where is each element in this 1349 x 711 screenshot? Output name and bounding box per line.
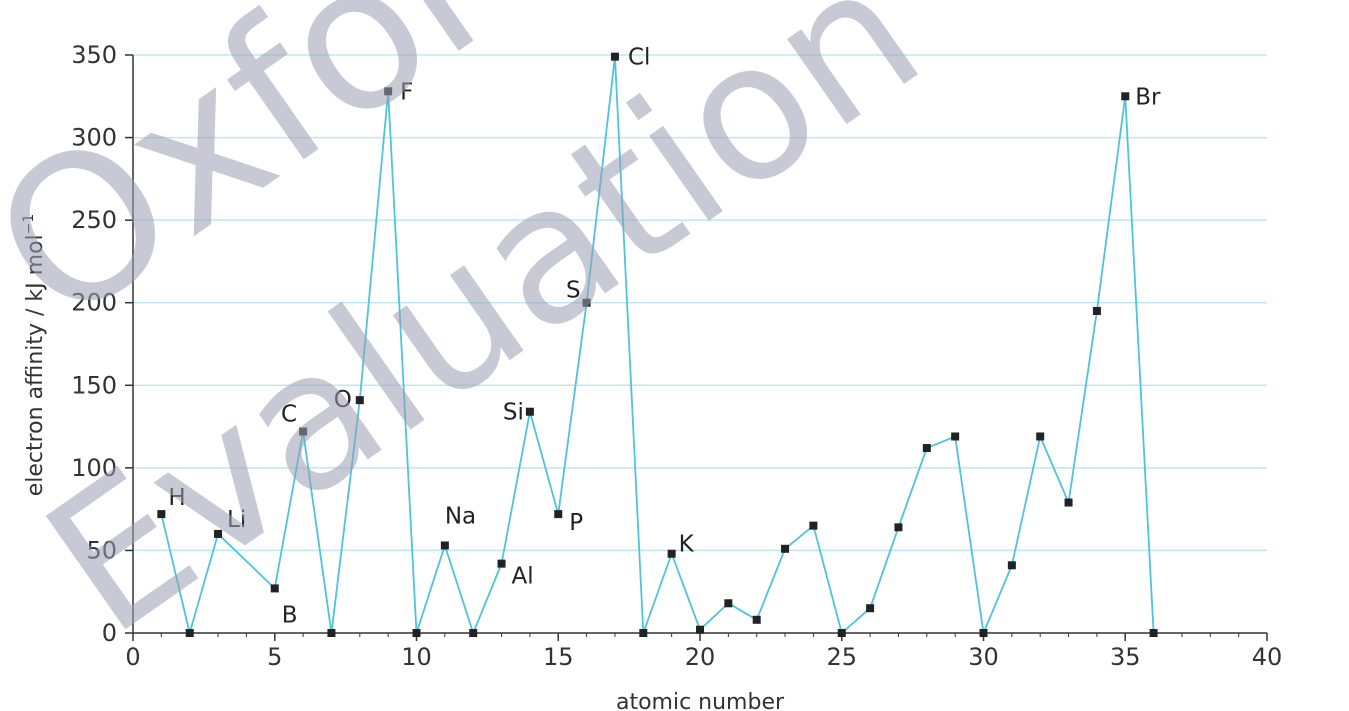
y-tick-label-350: 350 <box>71 41 117 69</box>
data-point-36 <box>1149 629 1158 637</box>
x-axis-title: atomic number <box>616 690 785 711</box>
x-tick-label-25: 25 <box>826 643 857 671</box>
tick-labels: 0 5 10 15 20 25 30 35 40 0 50 100 150 200 250 300 350 <box>71 41 1282 671</box>
data-point-27 <box>894 523 903 532</box>
data-point-31 <box>1007 561 1016 570</box>
data-point-14 <box>525 407 534 416</box>
y-axis-title-main: electron affinity / kJ mol <box>23 234 48 496</box>
data-point-24 <box>809 521 818 530</box>
x-tick-label-20: 20 <box>685 643 716 671</box>
element-label-b: B <box>282 602 298 628</box>
element-label-h: H <box>168 485 185 511</box>
y-axis-title: electron affinity / kJ mol−1 <box>21 214 48 497</box>
element-label-cl: Cl <box>628 45 650 71</box>
data-point-23 <box>781 544 790 553</box>
element-label-c: C <box>281 402 297 428</box>
element-label-f: F <box>400 79 413 105</box>
x-tick-label-40: 40 <box>1252 643 1283 671</box>
data-point-15 <box>554 510 563 519</box>
data-point-17 <box>610 52 619 61</box>
data-point-5 <box>270 584 279 593</box>
element-label-o: O <box>334 387 352 413</box>
y-tick-label-100: 100 <box>71 454 117 482</box>
gridlines <box>133 54 1267 552</box>
data-point-33 <box>1064 498 1073 507</box>
data-point-6 <box>299 427 308 436</box>
data-point-10 <box>412 629 421 637</box>
x-tick-label-30: 30 <box>968 643 999 671</box>
data-point-2 <box>185 629 194 637</box>
element-label-si: Si <box>503 400 524 426</box>
element-labels: H Li B C O F Na Al Si P S Cl K Br <box>168 45 1161 629</box>
data-point-34 <box>1092 306 1101 315</box>
data-point-22 <box>752 615 761 624</box>
element-label-br: Br <box>1135 84 1161 110</box>
element-label-li: Li <box>227 507 246 533</box>
data-point-11 <box>440 541 449 550</box>
x-tick-label-10: 10 <box>401 643 432 671</box>
data-point-25 <box>837 629 846 637</box>
data-point-35 <box>1121 92 1130 101</box>
data-point-30 <box>979 629 988 637</box>
watermark: Oxford Evaluation <box>0 0 957 677</box>
element-label-na: Na <box>445 503 476 529</box>
data-point-3 <box>214 529 223 538</box>
data-point-12 <box>469 629 478 637</box>
y-tick-label-150: 150 <box>71 371 117 399</box>
data-markers <box>157 52 1158 637</box>
x-tick-label-15: 15 <box>543 643 574 671</box>
data-point-19 <box>667 549 676 558</box>
x-tick-label-0: 0 <box>125 643 140 671</box>
element-label-al: Al <box>512 564 534 590</box>
data-point-9 <box>384 87 393 96</box>
data-point-28 <box>922 444 931 453</box>
element-label-k: K <box>679 532 695 558</box>
data-point-26 <box>866 604 875 613</box>
data-point-7 <box>327 629 336 637</box>
data-point-8 <box>355 396 364 405</box>
y-tick-label-200: 200 <box>71 289 117 317</box>
y-tick-label-0: 0 <box>102 619 117 647</box>
data-point-20 <box>696 625 704 634</box>
data-point-1 <box>157 510 166 519</box>
data-point-32 <box>1036 432 1045 441</box>
data-point-21 <box>724 599 733 608</box>
y-axis-title-superscript: −1 <box>21 214 37 235</box>
data-point-13 <box>497 559 506 568</box>
element-label-s: S <box>566 278 581 304</box>
x-tick-label-5: 5 <box>267 643 282 671</box>
data-point-29 <box>951 432 960 441</box>
data-point-18 <box>639 629 648 637</box>
x-tick-label-35: 35 <box>1110 643 1141 671</box>
y-tick-label-250: 250 <box>71 206 117 234</box>
y-tick-label-50: 50 <box>86 536 117 564</box>
data-point-16 <box>582 298 591 307</box>
element-label-p: P <box>569 510 583 536</box>
y-tick-label-300: 300 <box>71 124 117 152</box>
